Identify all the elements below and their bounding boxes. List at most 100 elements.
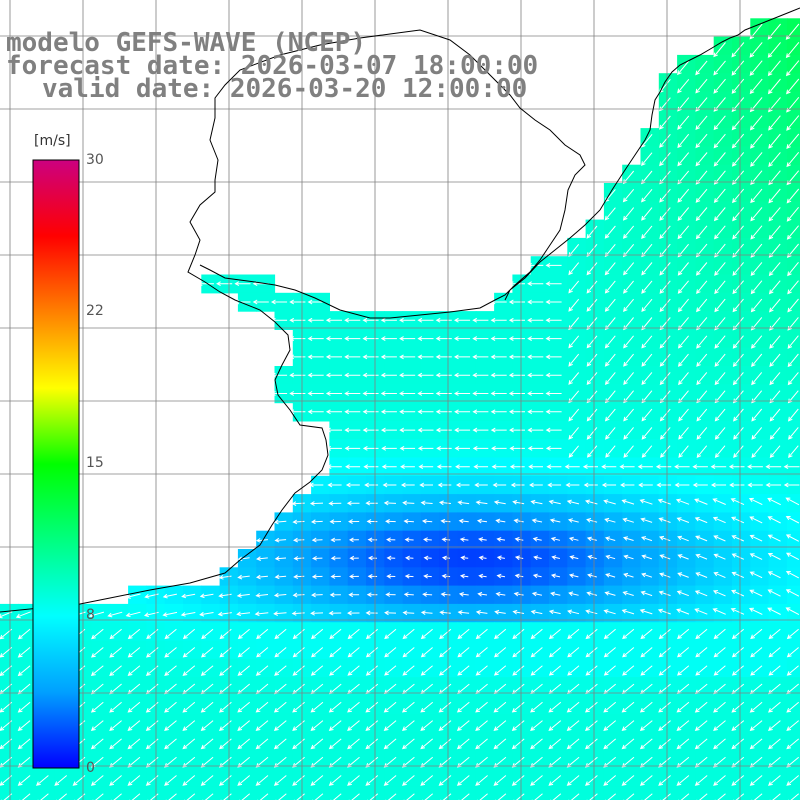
wind-arrow [383,701,397,713]
wind-arrow [437,482,452,488]
wind-arrow [676,775,690,786]
wind-arrow [548,647,562,658]
wind-arrow [696,298,708,313]
wind-arrow [678,408,689,422]
wind-arrow [511,775,525,786]
wind-arrow [786,665,799,676]
wind-arrow [293,556,305,561]
wind-arrow [127,701,141,713]
wind-arrow [274,647,287,658]
wind-arrow [293,537,305,543]
wind-arrow [475,701,488,713]
wind-arrow [730,498,745,506]
wind-arrow [400,464,415,470]
wind-arrow [623,280,634,294]
wind-arrow [585,647,598,658]
wind-arrow [623,427,634,440]
colorbar-tick-0: 0 [86,760,95,776]
wind-arrow [127,775,141,786]
wind-arrow [401,775,415,786]
wind-arrow [750,152,763,167]
wind-arrow [750,262,763,277]
wind-arrow [622,517,634,523]
wind-arrow [420,647,433,658]
wind-arrow [767,553,781,560]
wind-arrow [92,793,104,800]
wind-arrow [456,701,470,713]
wind-arrow [696,372,708,386]
wind-arrow [749,701,763,713]
wind-arrow [330,537,341,543]
wind-arrow [292,519,305,525]
wind-arrow [270,391,288,396]
wind-arrow [109,647,122,658]
wind-arrow [200,665,214,676]
wind-arrow [35,775,49,786]
wind-arrow [508,336,525,341]
wind-arrow [641,372,653,385]
wind-arrow [256,628,269,640]
wind-arrow [732,298,744,313]
wind-arrow [603,609,616,615]
wind-arrow [677,207,690,222]
wind-arrow [403,793,415,800]
wind-arrow [586,280,598,294]
wind-arrow [402,628,415,640]
wind-arrow [254,611,269,617]
wind-arrow [348,537,359,543]
wind-arrow [164,720,177,731]
wind-arrow [586,335,598,349]
wind-arrow [677,262,689,276]
wind-arrow [604,390,616,404]
wind-arrow [457,610,470,615]
wind-arrow [655,464,672,470]
wind-arrow [751,445,763,459]
wind-arrow [677,535,689,542]
wind-arrow [603,738,617,750]
wind-arrow [17,665,31,677]
wind-arrow [383,738,397,750]
wind-arrow [91,628,104,640]
wind-arrow [548,775,562,786]
wind-arrow [710,464,727,470]
wind-arrow [731,516,745,524]
wind-cell [750,786,770,800]
wind-arrow [164,701,177,713]
wind-arrow [785,60,800,77]
wind-arrow [748,497,763,506]
wind-arrow [365,610,378,616]
wind-arrow [182,647,196,658]
wind-arrow [512,665,525,676]
wind-arrow [55,793,68,800]
wind-cell [732,786,751,800]
model-title: modelo GEFS-WAVE (NCEP) [6,28,367,58]
wind-arrow [568,335,580,349]
wind-arrow [216,281,233,287]
wind-arrow [326,464,342,470]
wind-arrow [530,665,543,676]
wind-arrow [605,554,616,560]
wind-arrow [640,517,653,523]
wind-arrow [199,611,214,617]
wind-arrow [180,612,196,617]
wind-arrow [90,665,104,676]
wind-arrow [454,445,470,451]
wind-arrow [458,592,469,597]
wind-arrow [605,536,616,541]
wind-arrow [659,97,671,112]
wind-arrow [747,464,763,470]
wind-arrow [310,720,324,731]
wind-arrow [345,464,361,470]
wind-arrow [182,628,196,640]
wind-arrow [623,262,635,276]
wind-arrow [109,628,122,640]
wind-arrow [490,336,507,341]
coastline [0,7,800,613]
wind-arrow [403,592,414,597]
wind-arrow [713,647,726,658]
wind-arrow [769,298,781,313]
wind-arrow [383,720,397,731]
wind-arrow [545,409,562,415]
wind-arrow [586,518,598,523]
wind-arrow [495,591,506,597]
